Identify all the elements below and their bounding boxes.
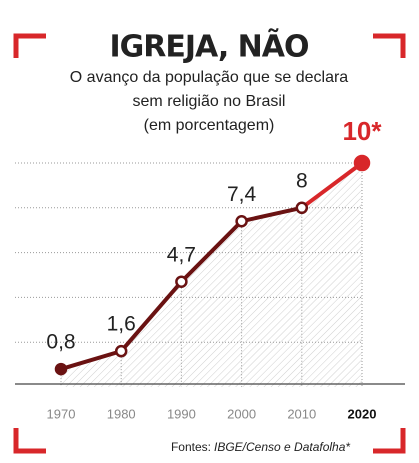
point: [235, 214, 248, 228]
point: [175, 275, 188, 288]
subtitle: (em porcentagem): [144, 117, 275, 134]
value-label: 1,6: [107, 313, 136, 336]
value-label: 10*: [342, 116, 382, 146]
point: [295, 201, 309, 215]
value-label: 0,8: [46, 331, 75, 354]
chart-title: IGREJA, NÃO: [110, 28, 309, 65]
x-tick-label: 2000: [227, 406, 256, 421]
value-label: 7,4: [227, 183, 257, 206]
area-fill: [61, 163, 362, 387]
value-label: 8: [296, 169, 308, 192]
point: [54, 362, 68, 376]
point: [114, 344, 128, 358]
x-tick-label: 2010: [287, 406, 316, 421]
corner-brackets: [13, 33, 406, 454]
line-highlight: [300, 161, 364, 210]
subtitle: sem religião no Brasil: [133, 93, 286, 110]
source-label: Fontes:: [171, 440, 211, 454]
source: IBGE/Censo e Datafolha*: [214, 440, 350, 454]
x-tick-label: 2020: [348, 406, 377, 421]
value-label: 4,7: [167, 243, 196, 266]
x-tick-label: 1980: [107, 406, 136, 421]
point: [353, 154, 371, 172]
x-tick-label: 1990: [167, 406, 196, 421]
subtitle: O avanço da população que se declara: [70, 69, 349, 86]
x-tick-label: 1970: [47, 406, 76, 421]
